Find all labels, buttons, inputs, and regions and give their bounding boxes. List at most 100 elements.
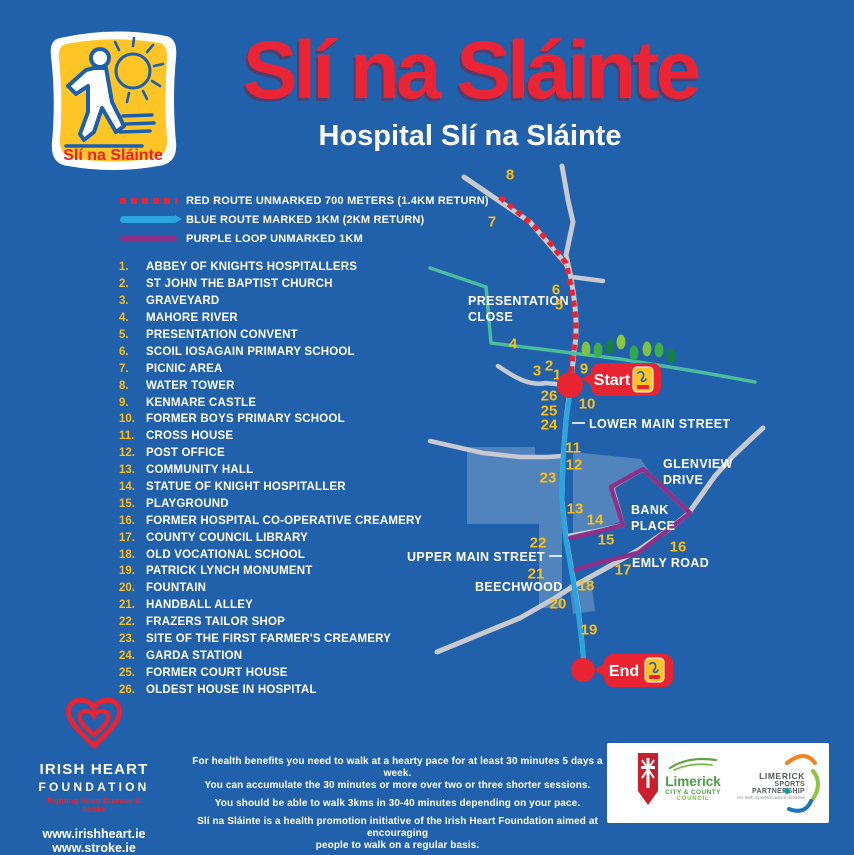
- landmark-label: CROSS HOUSE: [146, 430, 234, 443]
- health-line: You should be able to walk 3kms in 30-40…: [214, 798, 581, 809]
- landmark-number: 24.: [119, 649, 135, 662]
- landmark-number: 8.: [119, 379, 129, 392]
- end-mini-logo-icon: [644, 657, 665, 683]
- sports-line2: SPORTS PARTNERSHIP: [752, 781, 805, 795]
- list-item: 2. ST JOHN THE BAPTIST CHURCH: [119, 276, 449, 293]
- landmark-label: OLD VOCATIONAL SCHOOL: [146, 548, 306, 561]
- council-name: Limerick: [665, 774, 721, 789]
- map-number: 1: [553, 367, 561, 384]
- map-number: 2: [545, 358, 553, 375]
- list-item: 15. PLAYGROUND: [119, 495, 449, 512]
- legend-label: PURPLE LOOP UNMARKED 1KM: [186, 232, 363, 245]
- sports-line1: LIMERICK: [759, 771, 805, 781]
- legend-row-blue: BLUE ROUTE MARKED 1KM (2KM RETURN): [120, 210, 540, 229]
- landmark-number: 5.: [119, 329, 129, 341]
- map-number: 15: [598, 532, 615, 549]
- purple-route-swatch: [120, 235, 177, 242]
- landmark-list: 1. ABBEY OF KNIGHTS HOSPITALLERS 2. ST JOHN…: [119, 259, 449, 698]
- landmark-number: 10.: [119, 413, 135, 426]
- landmark-label: POST OFFICE: [146, 447, 225, 460]
- legend-row-purple: PURPLE LOOP UNMARKED 1KM: [120, 229, 540, 248]
- landmark-number: 12.: [119, 447, 135, 460]
- list-item: 10. FORMER BOYS PRIMARY SCHOOL: [119, 411, 449, 428]
- landmark-label: OLDEST HOUSE IN HOSPITAL: [146, 683, 317, 696]
- start-label: Start: [594, 372, 631, 389]
- landmark-label: HANDBALL ALLEY: [146, 599, 253, 612]
- sli-na-slainte-logo: Slí na Sláinte: [50, 31, 177, 170]
- tree-row: [581, 334, 676, 364]
- street-label: CLOSE: [468, 310, 513, 324]
- landmark-number: 18.: [119, 548, 135, 561]
- landmark-number: 17.: [119, 531, 135, 544]
- partner-logos-panel: Limerick CITY & COUNTY COUNCIL LIMERICK …: [607, 743, 829, 823]
- list-item: 12. POST OFFICE: [119, 445, 449, 462]
- street-label: PLACE: [631, 519, 675, 533]
- limerick-sports-partnership-logo: LIMERICK SPORTS PARTNERSHIP An Irish Spo…: [725, 771, 805, 801]
- page-subtitle: Hospital Slí na Sláinte: [318, 120, 622, 152]
- landmark-number: 1.: [119, 261, 129, 274]
- map-number: 3: [533, 363, 541, 380]
- street-label: EMLY ROAD: [632, 556, 709, 570]
- landmark-label: WATER TOWER: [146, 379, 235, 392]
- landmark-number: 2.: [119, 278, 129, 291]
- landmark-label: PLAYGROUND: [146, 497, 229, 510]
- landmark-number: 20.: [119, 582, 135, 595]
- landmark-label: MAHORE RIVER: [146, 312, 238, 325]
- landmark-number: 3.: [119, 295, 129, 308]
- list-item: 24. GARDA STATION: [119, 647, 449, 664]
- landmark-label: SITE OF THE FIRST FARMER'S CREAMERY: [146, 633, 392, 646]
- map-number: 7: [488, 214, 496, 231]
- irishheart-url: www.irishheart.ie: [42, 827, 146, 841]
- landmark-label: FRAZERS TAILOR SHOP: [146, 616, 286, 629]
- map-number: 26: [541, 388, 558, 405]
- map-number: 10: [579, 396, 596, 413]
- map-number: 16: [670, 539, 687, 556]
- map-number: 11: [565, 440, 581, 457]
- list-item: 25. FORMER COURT HOUSE: [119, 664, 449, 681]
- council-swoosh-icon: [668, 757, 718, 771]
- route-legend: RED ROUTE UNMARKED 700 METERS (1.4KM RET…: [120, 191, 540, 248]
- health-benefits-text: For health benefits you need to walk at …: [190, 756, 605, 852]
- walking-figure-icon: [66, 47, 126, 142]
- landmark-label: COUNTY COUNCIL LIBRARY: [146, 531, 308, 544]
- end-marker: End: [571, 654, 673, 687]
- landmark-number: 9.: [119, 396, 129, 409]
- landmark-number: 23.: [119, 633, 135, 646]
- tree-icon: [616, 334, 626, 350]
- list-item: 26. OLDEST HOUSE IN HOSPITAL: [119, 681, 449, 698]
- landmark-label: FORMER BOYS PRIMARY SCHOOL: [146, 413, 345, 426]
- landmark-label: ABBEY OF KNIGHTS HOSPITALLERS: [146, 261, 358, 274]
- map-number: 18: [578, 578, 595, 595]
- sports-line3: An Irish Sports Council Initiative: [737, 796, 805, 801]
- landmark-label: GRAVEYARD: [146, 295, 220, 308]
- list-item: 13. COMMUNITY HALL: [119, 462, 449, 479]
- landmark-number: 19.: [119, 565, 135, 578]
- landmark-number: 11.: [119, 430, 135, 443]
- list-item: 17. COUNTY COUNCIL LIBRARY: [119, 529, 449, 546]
- landmark-label: SCOIL IOSAGAIN PRIMARY SCHOOL: [146, 345, 355, 358]
- list-item: 1. ABBEY OF KNIGHTS HOSPITALLERS: [119, 259, 449, 276]
- map-number: 21: [528, 566, 545, 583]
- council-line3: COUNCIL: [676, 796, 710, 802]
- landmark-number: 7.: [119, 362, 129, 375]
- list-item: 6. SCOIL IOSAGAIN PRIMARY SCHOOL: [119, 343, 449, 360]
- sun-icon: [113, 36, 165, 104]
- landmark-number: 6.: [119, 345, 129, 358]
- landmark-label: PATRICK LYNCH MONUMENT: [146, 565, 313, 578]
- landmark-label: FOUNTAIN: [146, 582, 207, 595]
- street-labels: PRESENTATION CLOSE LOWER MAIN STREET GLENVI…: [407, 294, 733, 594]
- list-item: 5. PRESENTATION CONVENT: [119, 327, 449, 344]
- list-item: 9. KENMARE CASTLE: [119, 394, 449, 411]
- start-marker: Start: [557, 363, 661, 398]
- map-number: 14: [587, 512, 604, 529]
- street-label: PRESENTATION: [468, 294, 569, 308]
- landmark-number: 14.: [119, 481, 135, 494]
- street-label: LOWER MAIN STREET: [589, 417, 731, 431]
- map-number: 9: [580, 361, 588, 378]
- map-number: 6: [552, 282, 560, 299]
- tree-icon: [666, 348, 676, 364]
- landmark-label: COMMUNITY HALL: [146, 464, 254, 477]
- list-item: 14. STATUE OF KNIGHT HOSPITALLER: [119, 479, 449, 496]
- blue-route-swatch: [120, 215, 182, 223]
- tree-icon: [654, 342, 664, 358]
